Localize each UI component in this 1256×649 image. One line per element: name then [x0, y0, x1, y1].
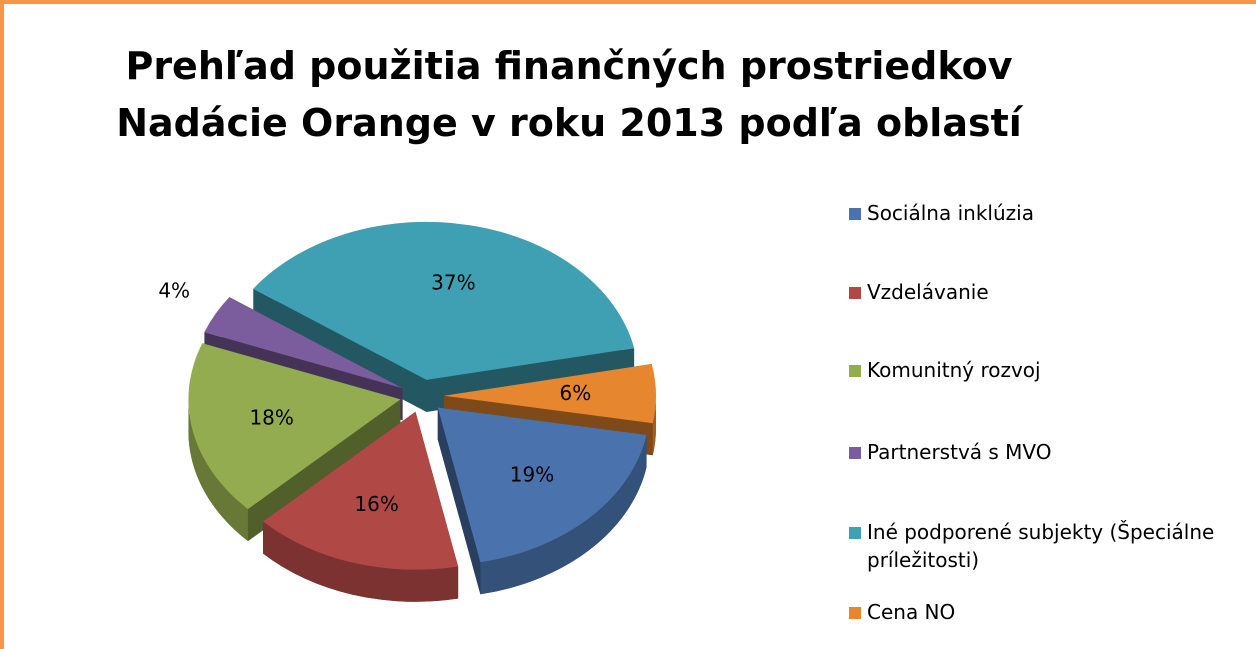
data-label: 18%	[249, 406, 293, 430]
data-label: 37%	[431, 270, 475, 294]
legend-item: Vzdelávanie	[849, 278, 1254, 306]
slice-top	[437, 407, 647, 563]
legend-swatch	[849, 365, 861, 377]
legend-swatch	[849, 208, 861, 220]
slice	[262, 411, 459, 602]
slice	[188, 343, 401, 542]
legend-label: Iné podporené subjekty (Špeciálne prílež…	[867, 520, 1215, 572]
legend-label: Sociálna inklúzia	[867, 201, 1034, 225]
legend-item: Komunitný rozvoj	[849, 356, 1254, 384]
slice-side	[437, 407, 481, 595]
chart-title: Nadácie Orange v roku 2013 podľa oblastí	[116, 101, 1024, 145]
legend-label: Komunitný rozvoj	[867, 358, 1041, 382]
slice-top	[253, 221, 635, 380]
data-label: 19%	[510, 462, 554, 486]
legend-swatch	[849, 527, 861, 539]
legend-swatch	[849, 447, 861, 459]
legend-label: Partnerstvá s MVO	[867, 440, 1052, 464]
chart-title: Prehľad použitia finančných prostriedkov	[125, 44, 1012, 88]
legend-swatch	[849, 287, 861, 299]
data-label: 16%	[354, 492, 398, 516]
legend-swatch	[849, 607, 861, 619]
legend-item: Iné podporené subjekty (Špeciálne prílež…	[849, 518, 1254, 574]
legend-label: Vzdelávanie	[867, 280, 989, 304]
slice-top	[204, 297, 403, 389]
slice	[437, 407, 647, 595]
legend-item: Sociálna inklúzia	[849, 199, 1254, 227]
slice-top	[443, 363, 656, 424]
slice-wall	[480, 434, 647, 595]
slice-wall	[262, 521, 459, 602]
slice-top	[262, 411, 459, 570]
legend-label: Cena NO	[867, 600, 956, 624]
chart: Prehľad použitia finančných prostriedkov…	[116, 44, 1024, 602]
slice	[253, 221, 635, 412]
data-label: 4%	[158, 278, 190, 302]
slice-top	[188, 343, 401, 510]
slice-wall	[188, 399, 248, 542]
legend-item: Partnerstvá s MVO	[849, 438, 1254, 466]
data-label: 6%	[560, 381, 592, 405]
slice-wall	[652, 395, 656, 456]
legend-item: Cena NO	[849, 598, 1254, 626]
